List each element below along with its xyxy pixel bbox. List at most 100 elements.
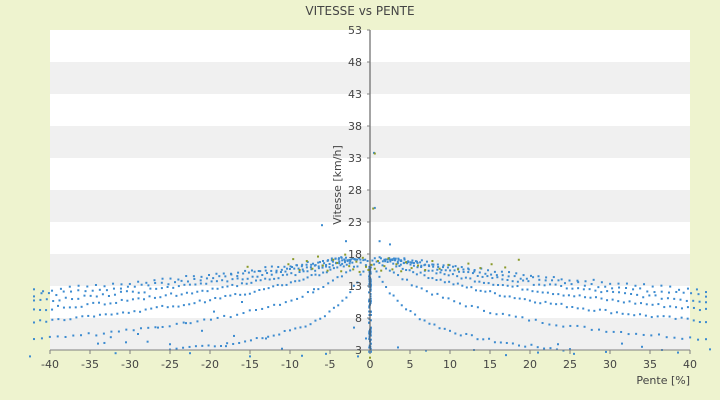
data-point — [239, 293, 242, 296]
data-point — [103, 341, 106, 344]
data-point — [435, 272, 438, 275]
data-point — [665, 336, 668, 339]
data-point — [62, 306, 65, 309]
data-point — [400, 259, 403, 262]
data-point — [146, 340, 149, 343]
data-point — [353, 326, 355, 329]
data-point — [188, 303, 191, 306]
data-point — [420, 259, 423, 262]
data-point — [378, 240, 381, 243]
data-point — [234, 293, 237, 296]
data-point — [283, 329, 286, 332]
data-point — [62, 290, 65, 293]
data-point — [102, 332, 105, 335]
data-point — [474, 289, 477, 292]
data-point — [576, 324, 579, 327]
data-point — [571, 305, 574, 308]
data-point — [180, 279, 183, 282]
data-point — [361, 256, 364, 259]
data-point — [617, 300, 620, 303]
data-point — [435, 279, 438, 282]
data-point — [309, 323, 312, 326]
data-point — [577, 281, 580, 284]
data-point — [177, 285, 180, 288]
data-point — [528, 299, 531, 302]
data-point — [213, 345, 216, 348]
data-point — [302, 278, 305, 281]
data-point — [557, 343, 559, 346]
data-point — [425, 290, 428, 293]
data-point — [453, 300, 456, 303]
data-point — [368, 338, 371, 341]
data-point — [216, 287, 219, 290]
data-point — [373, 206, 376, 209]
data-point — [604, 285, 607, 288]
data-point — [298, 279, 301, 282]
data-point — [245, 282, 248, 285]
data-point — [358, 257, 361, 260]
data-point — [208, 274, 211, 276]
data-point — [473, 280, 476, 283]
data-point — [264, 277, 267, 280]
data-point — [345, 263, 348, 266]
data-point — [551, 279, 554, 282]
data-point — [313, 288, 315, 291]
data-point — [476, 338, 479, 341]
data-point — [369, 285, 372, 288]
data-point — [272, 334, 275, 337]
data-point — [285, 283, 288, 286]
data-point — [236, 277, 239, 280]
data-point — [438, 327, 441, 330]
data-point — [399, 263, 402, 266]
data-point — [431, 263, 434, 266]
data-point — [354, 258, 357, 261]
data-point — [420, 287, 423, 290]
data-point — [149, 287, 152, 290]
data-point — [131, 298, 134, 301]
data-point — [588, 288, 591, 291]
data-point — [182, 304, 185, 307]
data-point — [461, 284, 464, 287]
data-point — [196, 320, 199, 323]
data-point — [336, 261, 339, 264]
data-point — [409, 261, 412, 264]
data-point — [552, 276, 555, 279]
data-point — [182, 346, 185, 349]
data-point — [258, 289, 261, 291]
data-point — [310, 274, 313, 277]
data-point — [432, 265, 435, 268]
data-point — [331, 279, 334, 282]
data-point — [177, 305, 180, 308]
data-point — [505, 354, 507, 357]
data-point — [524, 345, 527, 348]
data-point — [369, 356, 371, 359]
data-point — [110, 330, 113, 333]
y-tick-label: 53 — [348, 24, 362, 37]
data-point — [428, 322, 431, 325]
data-point — [643, 283, 646, 286]
data-point — [160, 287, 163, 290]
data-point — [45, 298, 48, 301]
data-point — [490, 273, 493, 276]
data-point — [493, 341, 496, 344]
data-point — [263, 288, 266, 291]
data-point — [172, 286, 175, 289]
data-point — [344, 253, 347, 256]
data-point — [577, 287, 580, 290]
data-point — [203, 318, 206, 321]
data-point — [206, 290, 209, 293]
data-point — [373, 263, 376, 266]
data-point — [400, 270, 403, 273]
data-point — [55, 294, 58, 297]
data-point — [612, 290, 615, 293]
data-point — [668, 315, 671, 318]
data-point — [314, 269, 317, 272]
data-point — [211, 287, 214, 290]
data-point — [398, 265, 401, 268]
data-point — [209, 299, 212, 302]
data-point — [565, 306, 568, 309]
data-point — [506, 279, 509, 282]
data-point — [369, 300, 372, 303]
data-point — [222, 272, 225, 275]
data-point — [407, 260, 410, 263]
